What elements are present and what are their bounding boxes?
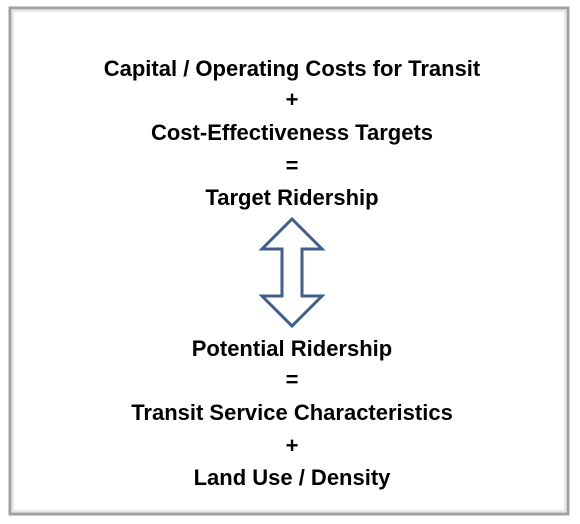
operator: =: [286, 153, 299, 178]
double-arrow: [258, 216, 326, 329]
line: Target Ridership: [205, 185, 378, 210]
line: Transit Service Characteristics: [131, 400, 453, 425]
bottom-lines: Potential Ridership = Transit Service Ch…: [131, 336, 453, 490]
operator: =: [286, 367, 299, 392]
line: Land Use / Density: [194, 465, 392, 490]
top-lines: Capital / Operating Costs for Transit + …: [104, 56, 481, 210]
line: Potential Ridership: [192, 336, 392, 361]
line: Capital / Operating Costs for Transit: [104, 56, 481, 81]
line: Cost-Effectiveness Targets: [151, 120, 433, 145]
operator: +: [286, 433, 299, 458]
frame-inner: [12, 10, 566, 512]
operator: +: [286, 87, 299, 112]
